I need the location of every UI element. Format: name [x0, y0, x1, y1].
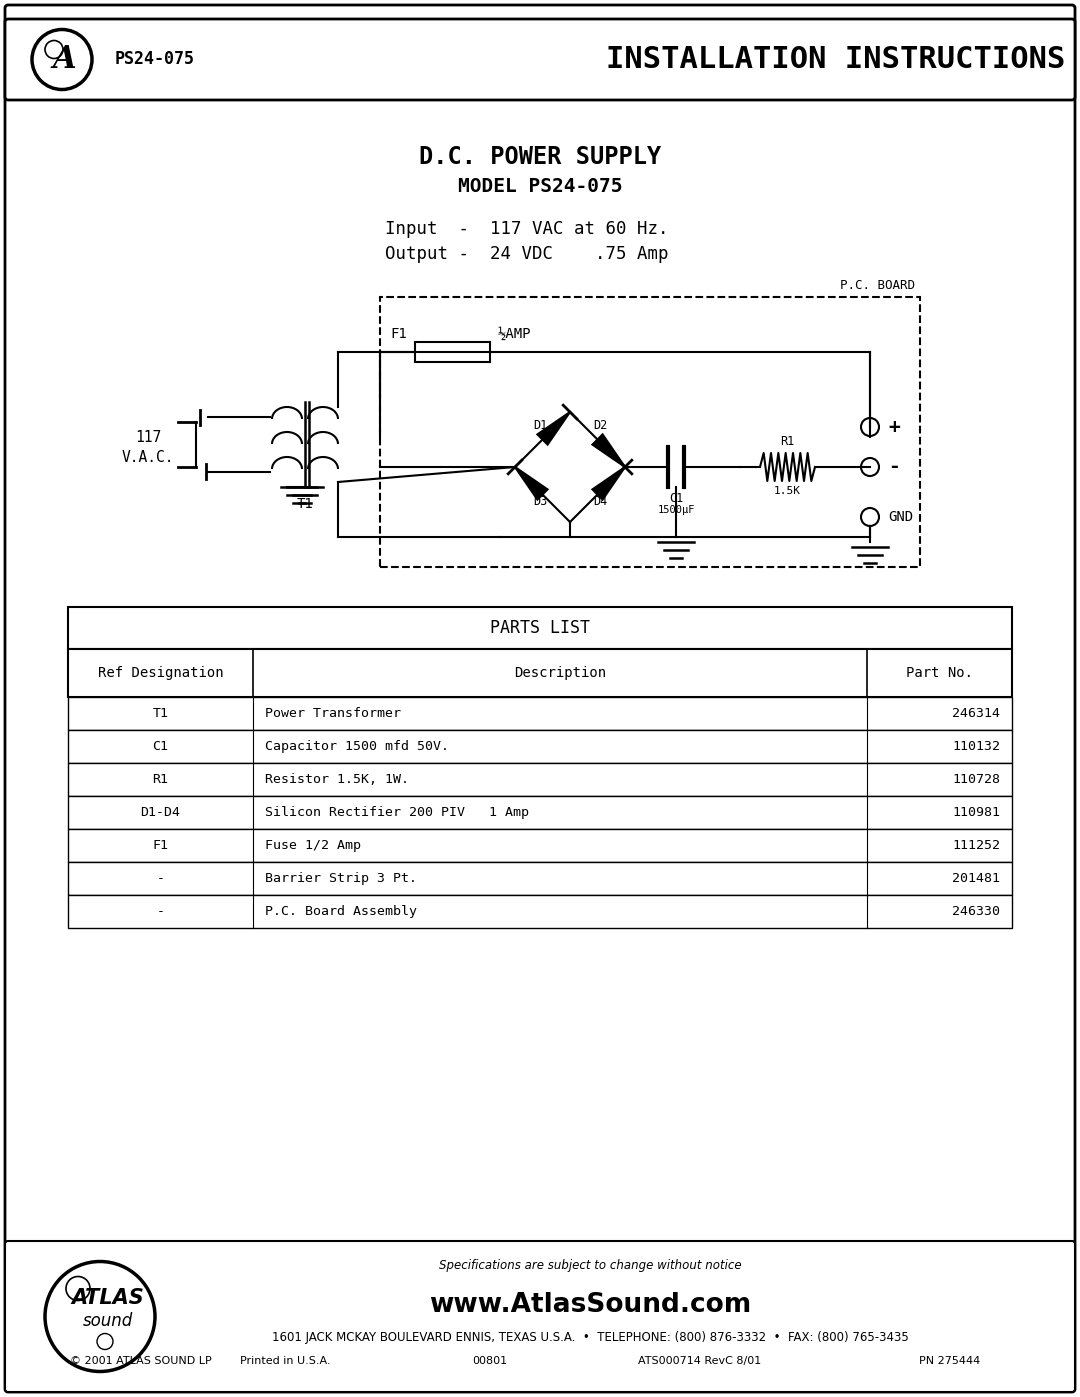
Text: R1: R1 [152, 773, 168, 787]
Text: Silicon Rectifier 200 PIV   1 Amp: Silicon Rectifier 200 PIV 1 Amp [265, 806, 529, 819]
Text: GND: GND [888, 510, 913, 524]
Text: 1601 JACK MCKAY BOULEVARD ENNIS, TEXAS U.S.A.  •  TELEPHONE: (800) 876-3332  •  : 1601 JACK MCKAY BOULEVARD ENNIS, TEXAS U… [272, 1330, 908, 1344]
Bar [68, 862, 1012, 895]
Text: Input  -  117 VAC at 60 Hz.: Input - 117 VAC at 60 Hz. [384, 219, 669, 237]
Text: Description: Description [514, 666, 606, 680]
Text: -: - [157, 872, 164, 886]
Text: sound: sound [83, 1313, 133, 1330]
Text: 246314: 246314 [951, 707, 1000, 719]
Text: +: + [888, 418, 900, 436]
Text: A: A [52, 43, 76, 75]
Text: T1: T1 [152, 707, 168, 719]
Text: Power Transformer: Power Transformer [265, 707, 401, 719]
Text: D.C. POWER SUPPLY: D.C. POWER SUPPLY [419, 145, 661, 169]
Text: -: - [157, 905, 164, 918]
Text: ½AMP: ½AMP [498, 327, 531, 341]
Polygon shape [515, 467, 548, 500]
Text: P.C. BOARD: P.C. BOARD [840, 279, 915, 292]
Text: 00801: 00801 [472, 1356, 508, 1366]
Bar [68, 608, 1012, 650]
Text: © 2001 ATLAS SOUND LP: © 2001 ATLAS SOUND LP [70, 1356, 212, 1366]
Text: ATS000714 RevC 8/01: ATS000714 RevC 8/01 [638, 1356, 761, 1366]
Bar [68, 697, 1012, 731]
Bar [415, 342, 490, 362]
FancyBboxPatch shape [5, 20, 1075, 101]
Bar [380, 298, 920, 567]
Text: R1: R1 [781, 434, 795, 448]
Bar [68, 828, 1012, 862]
Text: Part No.: Part No. [906, 666, 973, 680]
FancyBboxPatch shape [5, 6, 1075, 1391]
Polygon shape [538, 412, 570, 444]
Bar [68, 796, 1012, 828]
FancyBboxPatch shape [5, 1241, 1075, 1391]
Text: 1.5K: 1.5K [774, 486, 801, 496]
Polygon shape [593, 434, 625, 467]
Text: D1-D4: D1-D4 [140, 806, 180, 819]
Text: -: - [888, 457, 900, 476]
Text: V.A.C.: V.A.C. [122, 450, 174, 464]
Bar [68, 763, 1012, 796]
Bar [68, 895, 1012, 928]
Text: Fuse 1/2 Amp: Fuse 1/2 Amp [265, 840, 361, 852]
Polygon shape [593, 467, 625, 500]
Text: Capacitor 1500 mfd 50V.: Capacitor 1500 mfd 50V. [265, 740, 449, 753]
Text: ATLAS: ATLAS [71, 1288, 145, 1309]
Text: 110728: 110728 [951, 773, 1000, 787]
Text: Barrier Strip 3 Pt.: Barrier Strip 3 Pt. [265, 872, 417, 886]
Text: MODEL PS24-075: MODEL PS24-075 [458, 177, 622, 197]
Text: 1500μF: 1500μF [658, 504, 694, 515]
Text: www.AtlasSound.com: www.AtlasSound.com [429, 1291, 751, 1317]
Text: Printed in U.S.A.: Printed in U.S.A. [240, 1356, 330, 1366]
Text: 246330: 246330 [951, 905, 1000, 918]
Text: T1: T1 [297, 497, 313, 511]
Text: INSTALLATION INSTRUCTIONS: INSTALLATION INSTRUCTIONS [606, 45, 1065, 74]
Text: PARTS LIST: PARTS LIST [490, 619, 590, 637]
Text: 110132: 110132 [951, 740, 1000, 753]
Text: PS24-075: PS24-075 [114, 50, 195, 68]
Text: Ref Designation: Ref Designation [97, 666, 224, 680]
Text: F1: F1 [152, 840, 168, 852]
Text: D3: D3 [532, 495, 548, 509]
Text: D1: D1 [532, 419, 548, 432]
Text: 111252: 111252 [951, 840, 1000, 852]
Text: C1: C1 [152, 740, 168, 753]
Text: C1: C1 [669, 492, 684, 504]
Text: P.C. Board Assembly: P.C. Board Assembly [265, 905, 417, 918]
Text: D2: D2 [593, 419, 607, 432]
Text: PN 275444: PN 275444 [919, 1356, 980, 1366]
Text: 201481: 201481 [951, 872, 1000, 886]
Text: Resistor 1.5K, 1W.: Resistor 1.5K, 1W. [265, 773, 409, 787]
Bar [68, 650, 1012, 697]
Bar [68, 731, 1012, 763]
Text: D4: D4 [593, 495, 607, 509]
Text: 110981: 110981 [951, 806, 1000, 819]
Text: Output -  24 VDC    .75 Amp: Output - 24 VDC .75 Amp [384, 244, 669, 263]
Text: 117: 117 [135, 429, 161, 444]
Text: F1: F1 [390, 327, 407, 341]
Text: Specifications are subject to change without notice: Specifications are subject to change wit… [438, 1260, 741, 1273]
